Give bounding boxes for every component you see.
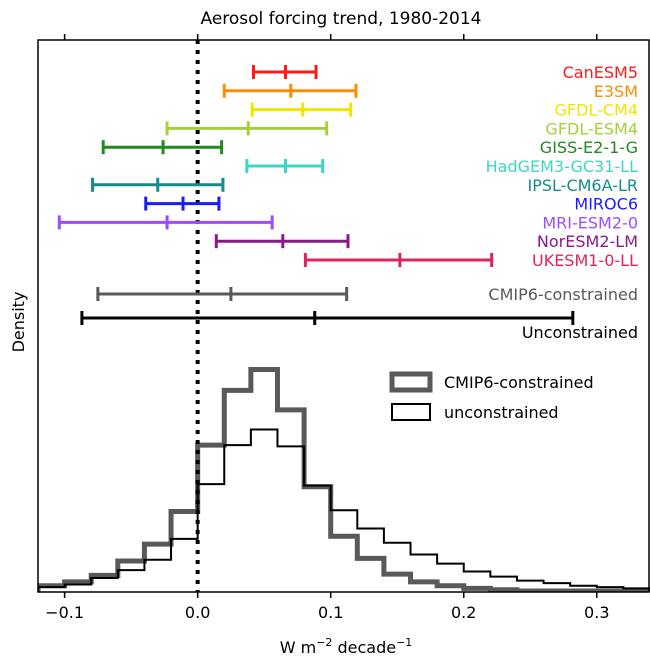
model-label-gfdl-esm4: GFDL-ESM4 — [545, 119, 638, 138]
legend-label-cmip6-constrained: CMIP6-constrained — [444, 373, 594, 392]
x-axis-label-exp2: −1 — [396, 636, 412, 649]
x-tick-label: 0.0 — [185, 603, 210, 622]
plot-area: CanESM5E3SMGFDL-CM4GFDL-ESM4GISS-E2-1-GH… — [37, 34, 650, 622]
model-label-ukesm1-0-ll: UKESM1-0-LL — [532, 251, 638, 270]
histogram-unconstrained — [38, 428, 650, 592]
legend-label-unconstrained: unconstrained — [444, 403, 559, 422]
range-label-cmip6-constrained: CMIP6-constrained — [488, 285, 638, 304]
legend-swatch-unconstrained — [391, 403, 431, 421]
range-label-unconstrained: Unconstrained — [522, 323, 638, 342]
model-label-hadgem3-gc31-ll: HadGEM3-GC31-LL — [486, 157, 638, 176]
x-axis-label-mid: decade — [332, 638, 396, 657]
model-label-gfdl-cm4: GFDL-CM4 — [555, 101, 638, 120]
x-tick-label: −0.1 — [45, 603, 84, 622]
model-label-mri-esm2-0: MRI-ESM2-0 — [542, 213, 638, 232]
y-axis-label: Density — [9, 292, 28, 353]
x-tick-label: 0.1 — [318, 603, 343, 622]
chart-title: Aerosol forcing trend, 1980-2014 — [200, 9, 481, 29]
model-label-miroc6: MIROC6 — [574, 195, 638, 214]
model-label-canesm5: CanESM5 — [563, 63, 638, 82]
x-axis-label-exp1: −2 — [316, 636, 332, 649]
x-axis-label-base: W m — [280, 638, 317, 657]
plot-frame — [37, 39, 650, 593]
x-tick-label: 0.2 — [451, 603, 476, 622]
x-tick-label: 0.3 — [584, 603, 609, 622]
x-axis-label: W m−2 decade−1 — [280, 636, 413, 657]
model-label-giss-e2-1-g: GISS-E2-1-G — [540, 138, 638, 157]
model-label-ipsl-cm6a-lr: IPSL-CM6A-LR — [528, 176, 638, 195]
legend-swatch-cmip6-constrained — [389, 371, 433, 393]
legend: CMIP6-constrained unconstrained — [389, 371, 594, 422]
model-label-noresm2-lm: NorESM2-LM — [537, 232, 638, 251]
model-label-e3sm: E3SM — [594, 82, 638, 101]
